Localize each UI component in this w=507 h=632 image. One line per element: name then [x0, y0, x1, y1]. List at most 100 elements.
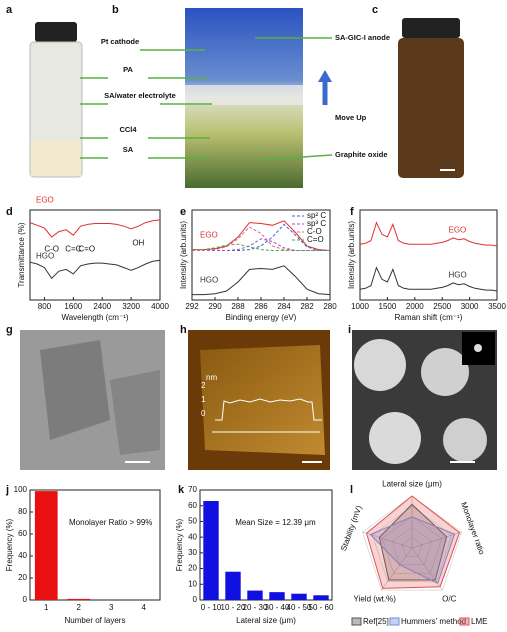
- annotation: Monolayer Ratio > 99%: [69, 518, 152, 527]
- annotation: OH: [132, 238, 144, 247]
- y-tick-label: 20: [188, 564, 197, 573]
- panel-label: i: [348, 324, 351, 336]
- bar: [67, 598, 91, 600]
- photo-a: [29, 22, 83, 178]
- radar-series: [369, 516, 456, 585]
- series-label: EGO: [36, 196, 54, 205]
- bar: [269, 592, 285, 600]
- photo-label: Pt cathode: [101, 37, 139, 46]
- panel-label: b: [112, 4, 119, 16]
- panel-label: h: [180, 324, 187, 336]
- x-tick-label: 40 - 50: [287, 603, 312, 612]
- radar-axis-label: Yield (wt.%): [354, 594, 397, 603]
- x-tick-label: 50 - 60: [309, 603, 334, 612]
- afm-tick: 2: [201, 381, 206, 390]
- series-line: [192, 265, 331, 296]
- panel-label: a: [6, 4, 13, 16]
- y-tick-label: 60: [188, 501, 197, 510]
- legend-label: Ref[25]: [363, 617, 389, 626]
- x-tick-label: 3000: [461, 302, 479, 311]
- panel-label: c: [372, 4, 378, 16]
- series-label: HGO: [200, 276, 218, 285]
- plot-frame: [359, 209, 498, 301]
- x-tick-label: 3: [109, 603, 114, 612]
- x-tick-label: 2500: [433, 302, 451, 311]
- panel-label: l: [350, 484, 353, 496]
- legend-label: Hummers' method: [401, 617, 466, 626]
- x-tick-label: 280: [323, 302, 337, 311]
- x-tick-label: 1000: [351, 302, 369, 311]
- plot-frame: [29, 489, 161, 601]
- y-tick-label: 80: [18, 507, 27, 516]
- annotation: C=C: [65, 245, 81, 254]
- series-line: [359, 221, 498, 247]
- series-line: [359, 266, 498, 292]
- tem-image: [352, 330, 497, 470]
- bar: [291, 593, 307, 600]
- afm-unit: nm: [206, 373, 217, 382]
- y-tick-label: 60: [18, 529, 27, 538]
- x-axis-label: Wavelength (cm⁻¹): [61, 313, 128, 322]
- panel-label: g: [6, 324, 13, 336]
- x-tick-label: 3500: [488, 302, 506, 311]
- legend-label: C=O: [307, 235, 324, 244]
- x-tick-label: 1500: [379, 302, 397, 311]
- photo-c: [398, 18, 464, 178]
- bar: [247, 590, 263, 600]
- radar-axis-label: Monolayer ratio: [459, 501, 487, 556]
- photo-label: CCl4: [119, 125, 137, 134]
- y-tick-label: 50: [188, 517, 197, 526]
- panel-label: k: [178, 484, 185, 496]
- series-label: HGO: [449, 270, 467, 279]
- x-tick-label: 800: [38, 302, 52, 311]
- radar-spoke: [381, 547, 413, 591]
- radar-ring: [382, 516, 442, 574]
- annotation: C-O: [44, 245, 59, 254]
- plot-frame: [199, 489, 333, 601]
- x-tick-label: 2400: [93, 302, 111, 311]
- x-tick-label: 3200: [122, 302, 140, 311]
- y-axis-label: Frequency (%): [5, 518, 14, 571]
- series-label: HGO: [36, 251, 54, 260]
- legend-swatch: [459, 617, 470, 626]
- y-tick-label: 20: [18, 573, 27, 582]
- radar-spoke: [411, 531, 462, 549]
- series-line: [192, 220, 331, 251]
- afm-tick: 1: [201, 395, 206, 404]
- series-label: EGO: [449, 225, 467, 234]
- photo-label: SA/water electrolyte: [104, 91, 176, 100]
- x-tick-label: 282: [300, 302, 314, 311]
- x-axis-label: Number of layers: [65, 616, 126, 625]
- legend-label: C-O: [307, 227, 322, 236]
- legend-swatch: [351, 617, 362, 626]
- legend-swatch: [389, 617, 400, 626]
- x-tick-label: 20 - 30: [243, 603, 268, 612]
- afm-image: [188, 330, 330, 470]
- x-tick-label: 0 - 10: [201, 603, 222, 612]
- x-tick-label: 290: [208, 302, 222, 311]
- photo-label: Move Up: [335, 113, 367, 122]
- photo-b: [185, 8, 332, 188]
- panel-label: j: [5, 484, 9, 496]
- x-tick-label: 1: [44, 603, 49, 612]
- y-tick-label: 10: [188, 579, 197, 588]
- x-tick-label: 2: [77, 603, 82, 612]
- x-tick-label: 4000: [151, 302, 169, 311]
- photo-label: PA: [123, 65, 133, 74]
- y-tick-label: 40: [18, 551, 27, 560]
- y-tick-label: 70: [188, 485, 197, 494]
- series-line: [29, 259, 161, 280]
- afm-tick: 0: [201, 409, 206, 418]
- photo-label: SA-GIC-I anode: [335, 33, 390, 42]
- y-axis-label: Intensity (arb.units): [179, 221, 188, 289]
- x-tick-label: 292: [185, 302, 199, 311]
- sem-image: [20, 330, 165, 470]
- y-tick-label: 40: [188, 532, 197, 541]
- y-tick-label: 0: [23, 595, 28, 604]
- x-tick-label: 4: [142, 603, 147, 612]
- bar: [225, 571, 241, 600]
- series-line: [191, 243, 330, 251]
- x-tick-label: 286: [254, 302, 268, 311]
- annotation: Mean Size = 12.39 μm: [235, 518, 316, 527]
